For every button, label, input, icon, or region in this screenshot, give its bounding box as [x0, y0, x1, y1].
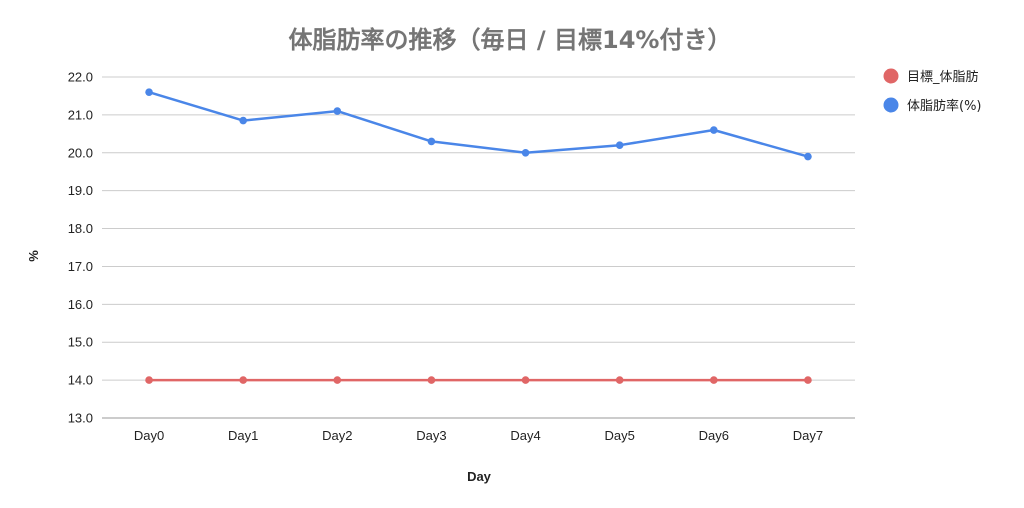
- data-point: [710, 126, 718, 134]
- x-tick-label: Day5: [605, 428, 635, 443]
- y-tick-label: 13.0: [68, 411, 93, 426]
- data-point: [145, 88, 153, 96]
- legend-label: 目標_体脂肪: [907, 69, 979, 85]
- data-point: [427, 376, 436, 384]
- plot-series: [145, 88, 812, 384]
- data-point: [333, 376, 342, 384]
- data-point: [804, 152, 812, 161]
- x-tick-labels: Day0 Day1 Day2 Day3 Day4 Day5 Day6 Day7: [134, 428, 823, 443]
- series-0: [145, 376, 812, 384]
- series-1: [145, 88, 812, 161]
- legend-label: 体脂肪率(%): [907, 98, 982, 114]
- grid-lines: [102, 76, 855, 419]
- data-point: [521, 148, 530, 157]
- chart-title: 体脂肪率の推移（毎日 / 目標14%付き）: [289, 26, 732, 54]
- x-tick-label: Day3: [416, 428, 446, 443]
- y-tick-labels: 13.0 14.0 15.0 16.0 17.0 18.0 19.0 20.0 21.0 22.0: [68, 70, 93, 426]
- x-tick-label: Day2: [322, 428, 352, 443]
- data-point: [427, 137, 436, 146]
- legend-item[interactable]: 体脂肪率(%): [883, 97, 982, 115]
- y-tick-label: 16.0: [68, 297, 93, 312]
- y-tick-label: 14.0: [68, 373, 93, 388]
- y-tick-label: 17.0: [68, 259, 93, 274]
- legend-item[interactable]: 目標_体脂肪: [883, 68, 979, 86]
- data-point: [145, 376, 153, 384]
- x-tick-label: Day4: [510, 428, 540, 443]
- x-tick-label: Day0: [134, 428, 164, 443]
- y-tick-label: 21.0: [68, 107, 93, 122]
- data-point: [615, 376, 624, 384]
- data-point: [615, 141, 624, 149]
- x-axis-title: Day: [467, 469, 492, 484]
- data-point: [710, 376, 718, 384]
- y-tick-label: 18.0: [68, 221, 93, 236]
- y-axis-title: %: [26, 250, 41, 262]
- data-point: [521, 376, 530, 384]
- y-tick-label: 19.0: [68, 183, 93, 198]
- series-line: [148, 91, 809, 158]
- data-point: [239, 116, 247, 125]
- x-tick-label: Day7: [793, 428, 823, 443]
- x-tick-label: Day1: [228, 428, 258, 443]
- data-point: [239, 376, 247, 384]
- x-tick-label: Day6: [699, 428, 729, 443]
- data-point: [333, 107, 342, 115]
- data-point: [804, 376, 812, 384]
- y-tick-label: 20.0: [68, 145, 93, 160]
- legend-marker: [883, 97, 899, 113]
- y-tick-label: 22.0: [68, 70, 93, 85]
- y-tick-label: 15.0: [68, 335, 93, 350]
- legend-marker: [883, 68, 899, 84]
